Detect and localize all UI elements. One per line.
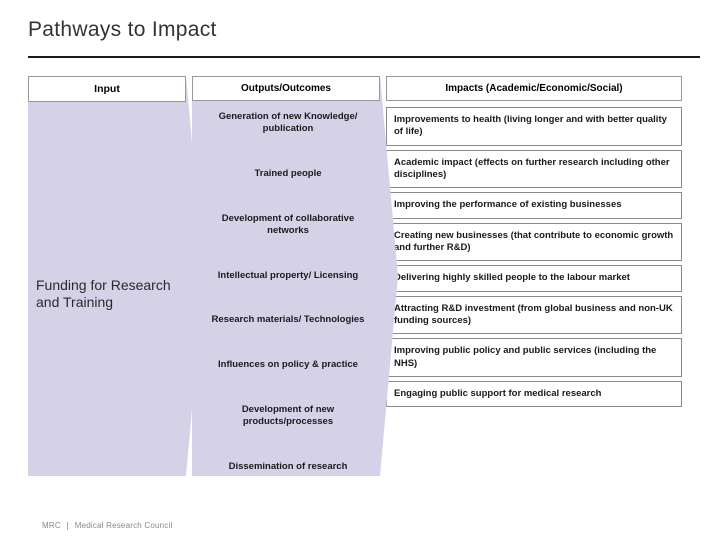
impact-item: Delivering highly skilled people to the …	[386, 265, 682, 291]
col-impacts: Impacts (Academic/Economic/Social) Impro…	[386, 76, 682, 480]
output-item: Development of collaborative networks	[204, 211, 372, 239]
impact-item: Attracting R&D investment (from global b…	[386, 296, 682, 335]
page-title: Pathways to Impact	[28, 18, 700, 42]
outputs-body: Generation of new Knowledge/ publication…	[192, 107, 380, 479]
input-text: Funding for Research and Training	[36, 277, 178, 312]
outputs-header: Outputs/Outcomes	[192, 76, 380, 101]
col-input: Input Funding for Research and Training	[28, 76, 186, 480]
impacts-body: Improvements to health (living longer an…	[386, 107, 682, 407]
footer-divider	[67, 522, 68, 530]
impact-item: Improvements to health (living longer an…	[386, 107, 682, 146]
title-divider	[28, 56, 700, 58]
outputs-arrow	[380, 76, 398, 476]
footer: MRC Medical Research Council	[42, 521, 172, 530]
output-item: Dissemination of research	[204, 459, 372, 475]
col-outputs: Outputs/Outcomes Generation of new Knowl…	[192, 76, 380, 480]
impact-item: Improving the performance of existing bu…	[386, 192, 682, 218]
output-item: Trained people	[204, 166, 372, 182]
output-item: Intellectual property/ Licensing	[204, 268, 372, 284]
impacts-header: Impacts (Academic/Economic/Social)	[386, 76, 682, 101]
impact-item: Improving public policy and public servi…	[386, 338, 682, 377]
output-item: Generation of new Knowledge/ publication	[204, 109, 372, 137]
impact-item: Academic impact (effects on further rese…	[386, 150, 682, 189]
output-item: Development of new products/processes	[204, 402, 372, 430]
output-item: Research materials/ Technologies	[204, 312, 372, 328]
input-body: Funding for Research and Training	[28, 108, 186, 480]
impact-item: Engaging public support for medical rese…	[386, 381, 682, 407]
impact-item: Creating new businesses (that contribute…	[386, 223, 682, 262]
footer-tagline: Medical Research Council	[75, 521, 173, 530]
columns-container: Input Funding for Research and Training …	[28, 76, 700, 480]
output-item: Influences on policy & practice	[204, 357, 372, 373]
footer-org: MRC	[42, 521, 61, 530]
input-header: Input	[28, 76, 186, 102]
